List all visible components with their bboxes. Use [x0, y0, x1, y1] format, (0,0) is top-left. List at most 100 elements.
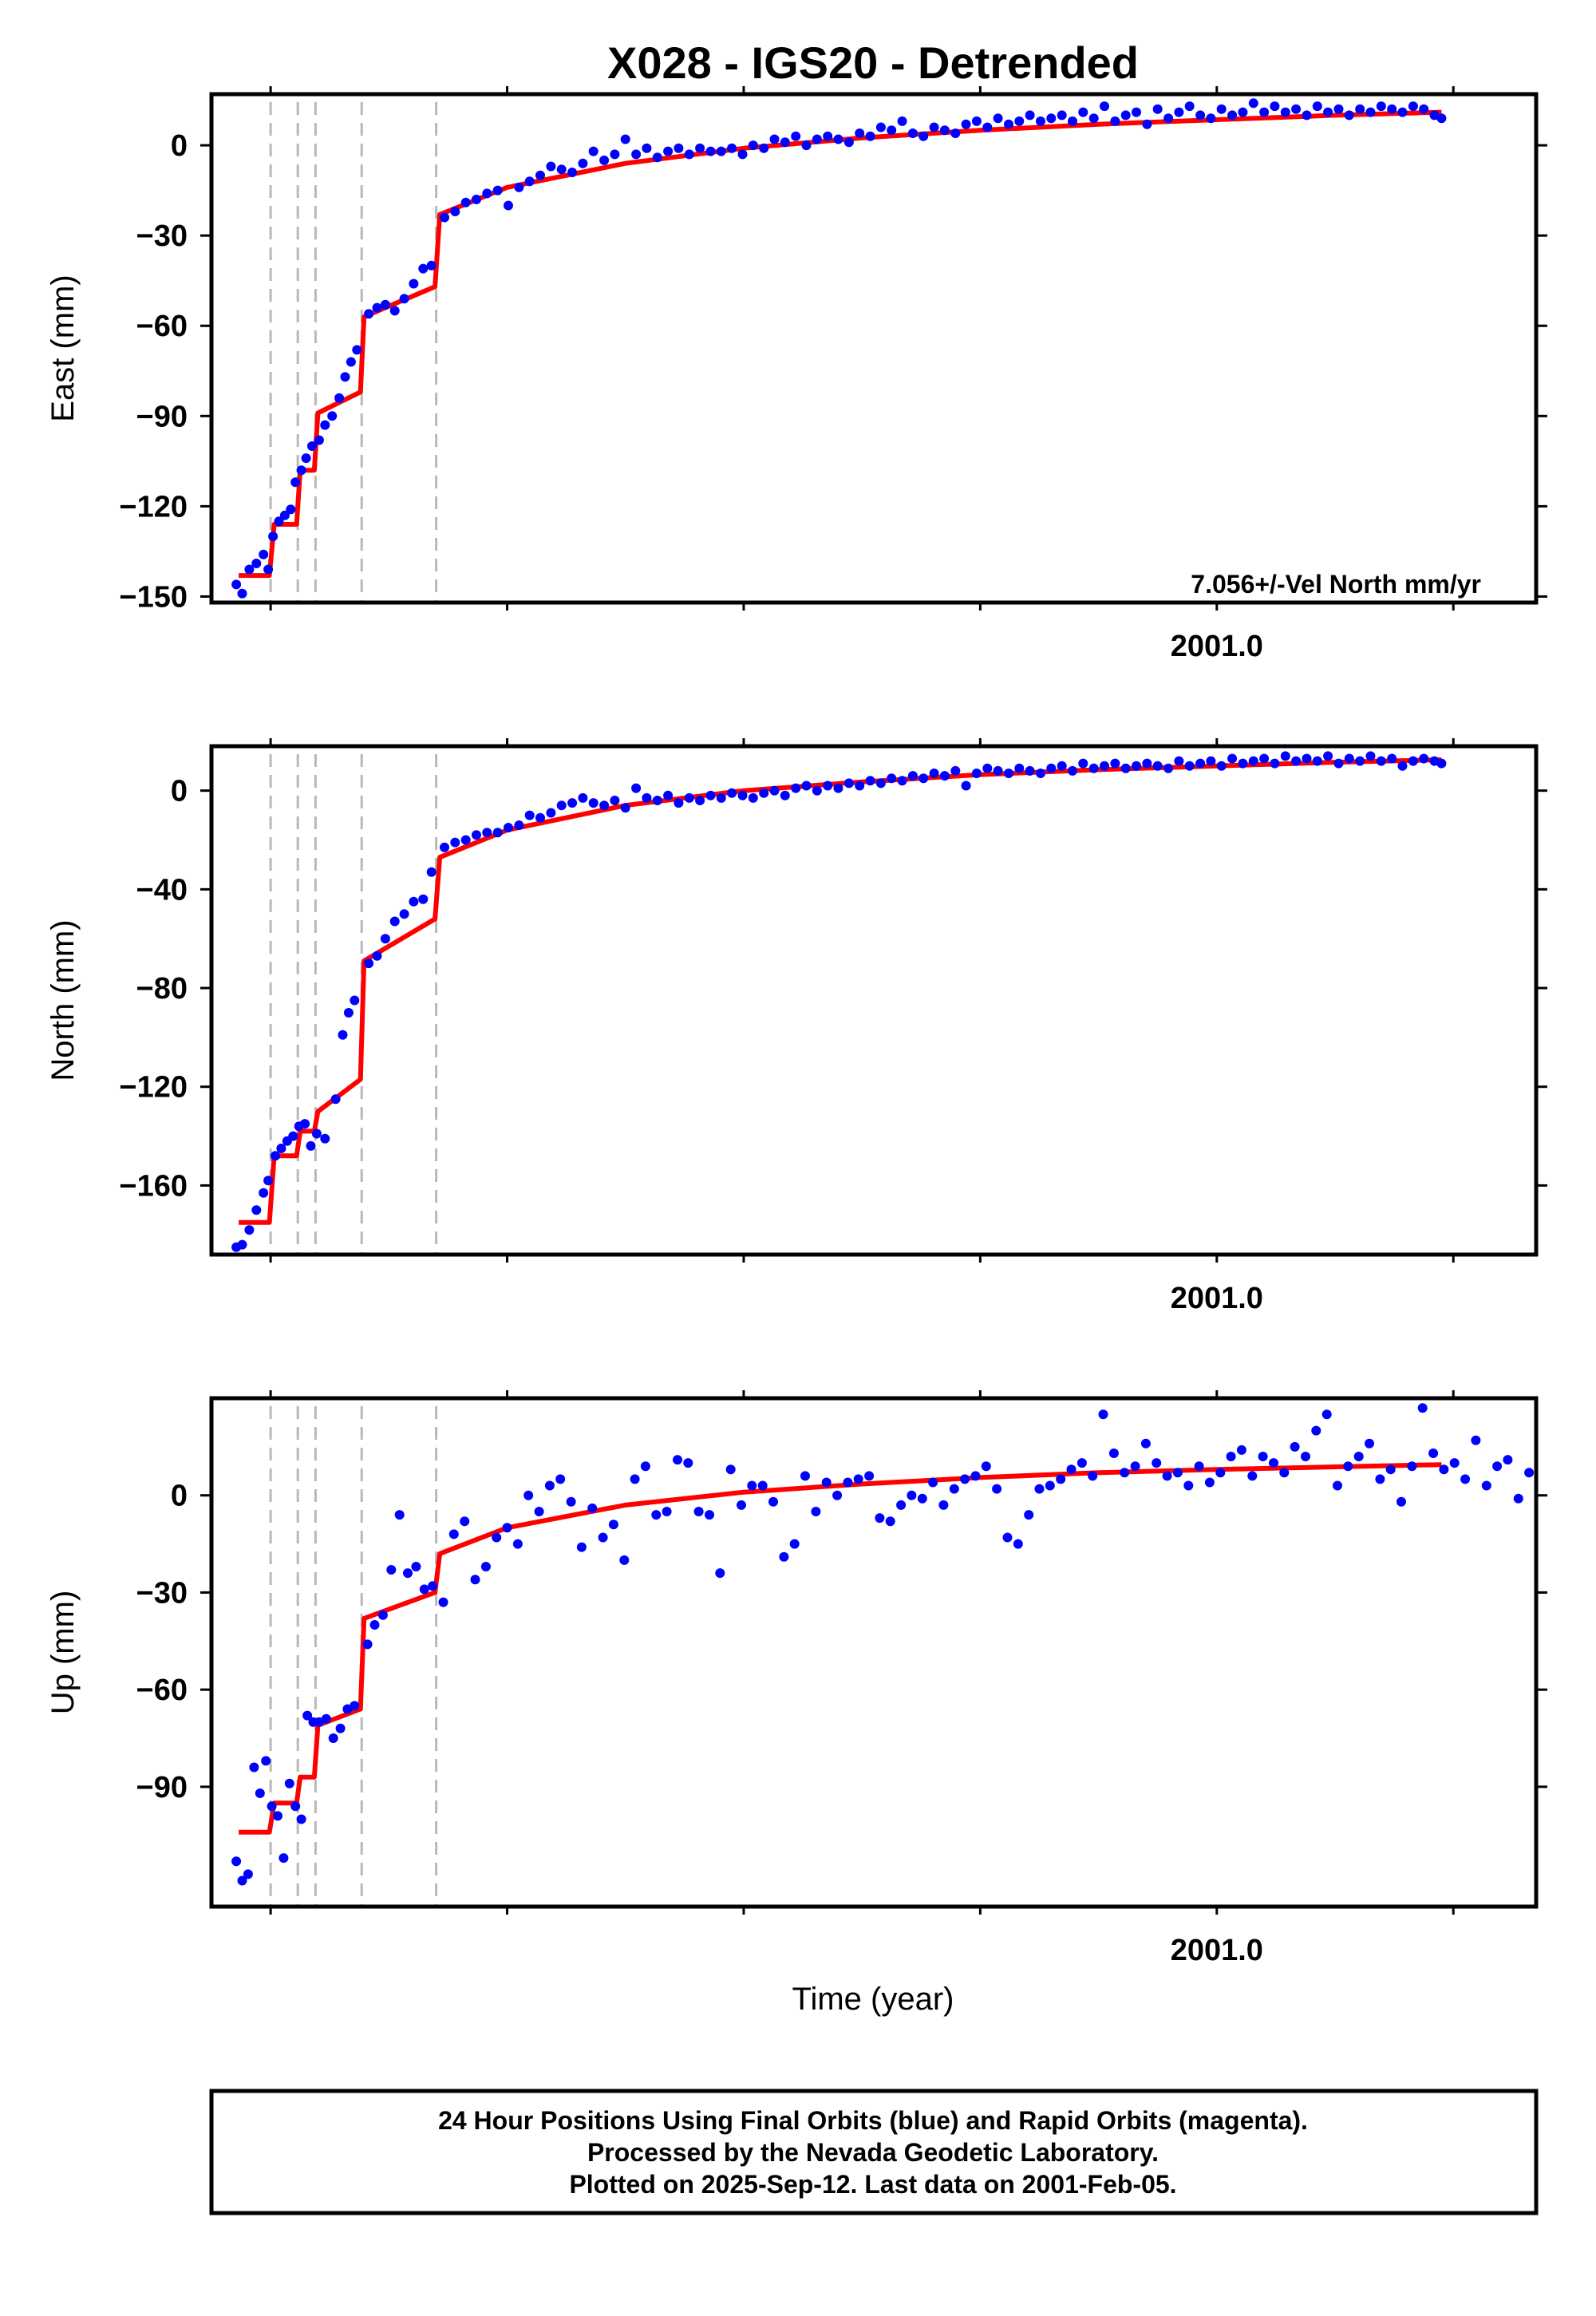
data-point [1291, 756, 1302, 766]
data-point [523, 1490, 534, 1500]
data-point [1088, 1471, 1098, 1481]
data-point [330, 1094, 341, 1105]
data-point [757, 1480, 768, 1491]
data-point [1408, 101, 1418, 112]
data-point [327, 411, 338, 421]
data-points [231, 751, 1447, 1252]
y-tick-label: −30 [136, 219, 188, 253]
data-point [800, 1471, 810, 1481]
data-point [470, 1575, 480, 1585]
data-point [939, 125, 950, 136]
data-point [619, 1555, 630, 1565]
data-point [1302, 110, 1312, 121]
plot-frame [209, 1396, 1539, 1909]
data-point [428, 1581, 438, 1591]
footer-line-1: 24 Hour Positions Using Final Orbits (bl… [438, 2106, 1308, 2135]
data-point [1045, 1480, 1055, 1491]
data-point [279, 510, 290, 520]
data-point [748, 792, 758, 803]
model-line [239, 1462, 1442, 1835]
data-point [705, 790, 716, 800]
data-point [1034, 1484, 1045, 1494]
data-point [1184, 761, 1195, 771]
data-point [1259, 107, 1270, 117]
data-point [1130, 1461, 1140, 1472]
data-point [263, 1176, 274, 1186]
data-point [1481, 1480, 1491, 1491]
model-curve [239, 1462, 1442, 1835]
data-point [993, 113, 1003, 124]
data-point [875, 1513, 885, 1524]
data-point [1238, 107, 1248, 117]
data-point [273, 1811, 282, 1821]
data-point [534, 1507, 544, 1516]
data-point [1108, 1448, 1119, 1458]
data-point [409, 279, 419, 289]
data-point [961, 119, 971, 129]
data-point [780, 790, 790, 800]
footer-line-2: Processed by the Nevada Geodetic Laborat… [587, 2138, 1159, 2167]
data-point [342, 1704, 353, 1714]
data-point [380, 299, 390, 310]
data-point [311, 1128, 322, 1139]
data-point [1036, 116, 1045, 126]
y-tick-label: −60 [136, 310, 188, 343]
data-point [364, 309, 374, 319]
y-tick-label: 0 [171, 1480, 188, 1513]
data-point [1248, 756, 1258, 766]
x-tick-label: 2001.0 [1171, 1934, 1263, 1967]
data-point [907, 128, 918, 138]
data-point [1174, 107, 1184, 117]
data-point [673, 1455, 682, 1465]
data-point [418, 263, 429, 274]
data-point [811, 1507, 821, 1516]
data-point [1227, 110, 1238, 121]
data-point [251, 559, 262, 568]
data-point [1259, 753, 1270, 764]
data-point [419, 1584, 429, 1595]
data-point [1195, 758, 1206, 769]
data-point [335, 1723, 346, 1733]
data-point [440, 842, 449, 852]
data-point [949, 1484, 959, 1494]
data-point [409, 896, 419, 907]
data-point [791, 783, 801, 793]
axis-ticks [200, 738, 1547, 1263]
data-point [334, 393, 345, 403]
data-point [663, 790, 674, 800]
data-point [307, 441, 317, 451]
data-point [780, 137, 790, 148]
data-point [386, 1565, 397, 1575]
data-point [267, 1801, 277, 1812]
data-point [843, 778, 854, 788]
panel-east: 0 −30 −60 −90 −120 −150 East (mm) 2001.0 7.05… [45, 86, 1547, 663]
data-point [578, 158, 588, 168]
footer-line-3: Plotted on 2025-Sep-12. Last data on 200… [569, 2170, 1176, 2199]
data-point [377, 1610, 388, 1620]
data-point [535, 812, 545, 823]
data-point [1247, 1471, 1258, 1481]
tick-labels: 0 −40 −80 −120 −160 [119, 775, 188, 1203]
data-point [268, 532, 279, 542]
data-point [567, 798, 578, 808]
data-point [460, 197, 471, 207]
data-point [684, 792, 694, 803]
data-point [1056, 1474, 1066, 1484]
data-point [362, 1639, 373, 1650]
data-point [231, 579, 242, 590]
data-point [1098, 1409, 1108, 1420]
data-point [271, 1151, 280, 1161]
data-point [971, 769, 982, 778]
data-point [812, 134, 822, 144]
data-point [502, 1523, 512, 1533]
data-point [1014, 116, 1025, 126]
data-point [1355, 756, 1365, 766]
data-point [865, 776, 875, 786]
data-point [939, 771, 950, 781]
data-point [1428, 1448, 1439, 1458]
data-point [514, 182, 524, 192]
data-point [907, 1490, 917, 1500]
data-point [290, 1801, 301, 1812]
data-point [950, 765, 961, 776]
data-point [1408, 756, 1418, 766]
